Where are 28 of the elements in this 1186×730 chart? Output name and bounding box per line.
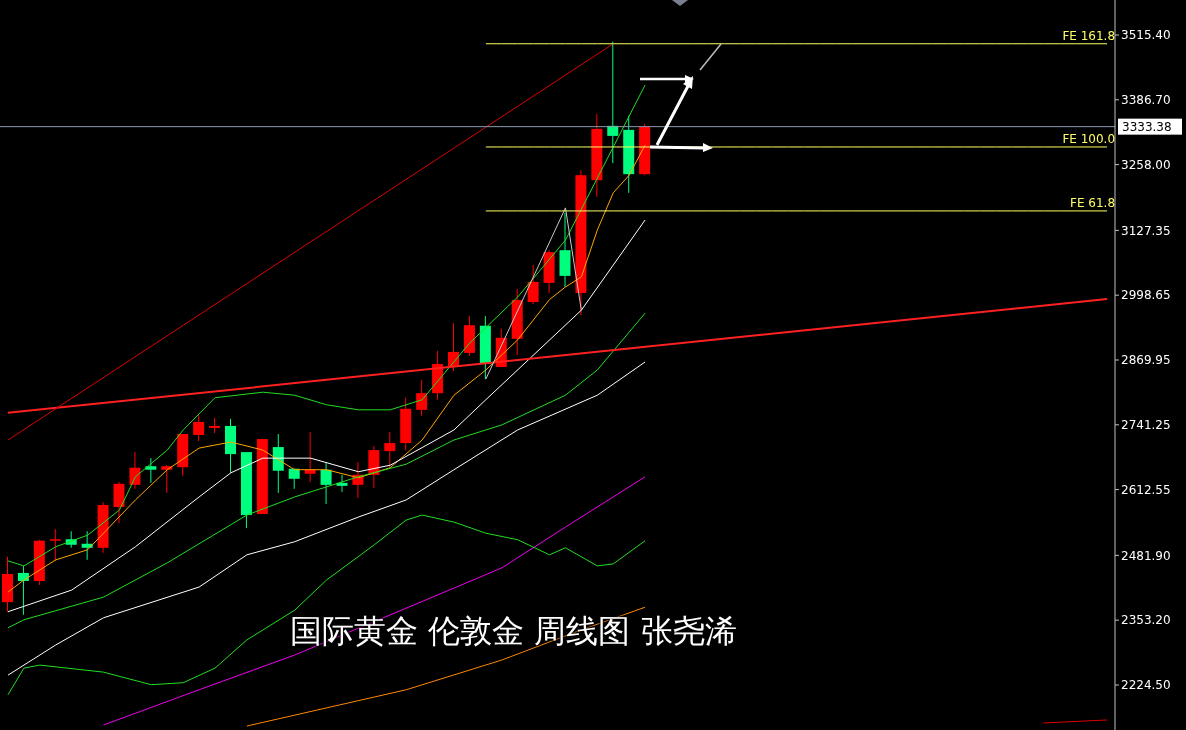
y-tick-label: 3386.70 [1121, 93, 1171, 108]
candlestick [384, 431, 396, 469]
candlestick [272, 433, 284, 494]
y-tick-label: 2224.50 [1121, 678, 1171, 693]
candlestick [416, 379, 428, 417]
candlestick [527, 264, 539, 305]
y-tick-label: 2998.65 [1121, 288, 1171, 303]
candlestick [49, 528, 61, 562]
line-series [7, 219, 646, 613]
ref-line-label: 3333.38 [1122, 119, 1172, 134]
line-series [7, 84, 646, 567]
y-tick-label: 2741.25 [1121, 418, 1171, 433]
series-label: FE 161.8 [1062, 28, 1116, 43]
candlestick [193, 414, 205, 442]
candlestick [336, 474, 348, 493]
y-tick-label: 3258.00 [1121, 157, 1171, 172]
y-tick-label: 2353.20 [1121, 613, 1171, 628]
y-tick-label: 2612.55 [1121, 482, 1171, 497]
candlestick [145, 457, 157, 484]
y-tick-label: 2481.90 [1121, 548, 1171, 563]
series-label: FE 61.8 [1070, 195, 1116, 210]
y-tick-label: 3515.40 [1121, 28, 1171, 43]
series-label: FE 100.0 [1062, 131, 1116, 146]
y-tick-label: 2869.95 [1121, 353, 1171, 368]
candlestick [304, 431, 316, 483]
y-tick-label: 3127.35 [1121, 223, 1171, 238]
candlestick [113, 481, 125, 524]
candlestick [320, 461, 332, 505]
